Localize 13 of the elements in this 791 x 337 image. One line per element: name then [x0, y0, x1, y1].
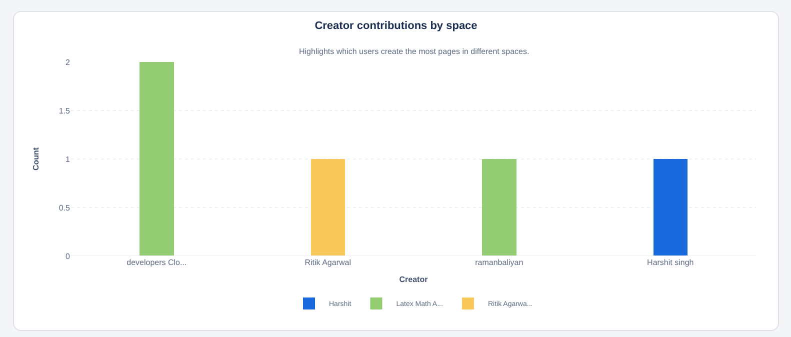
y-tick-label: 0.5: [58, 203, 71, 212]
x-tick-label: Ritik Agarwal: [304, 258, 352, 267]
y-tick-label: 0: [66, 252, 71, 261]
y-tick-label: 1: [66, 154, 71, 164]
x-axis-title: Creator: [399, 275, 428, 284]
y-axis-title: Count: [32, 147, 41, 171]
y-tick-label: 2: [66, 58, 71, 67]
chart-title: Creator contributions by space: [314, 20, 478, 32]
chart-subtitle: Highlights which users create the most pages in different spaces.: [299, 47, 530, 56]
x-tick-label: developers Clo...: [126, 258, 187, 267]
y-tick-label: 1.5: [58, 106, 71, 116]
x-tick-label: ramanbaliyan: [475, 258, 524, 267]
x-tick-label: Harshit singh: [647, 258, 694, 267]
